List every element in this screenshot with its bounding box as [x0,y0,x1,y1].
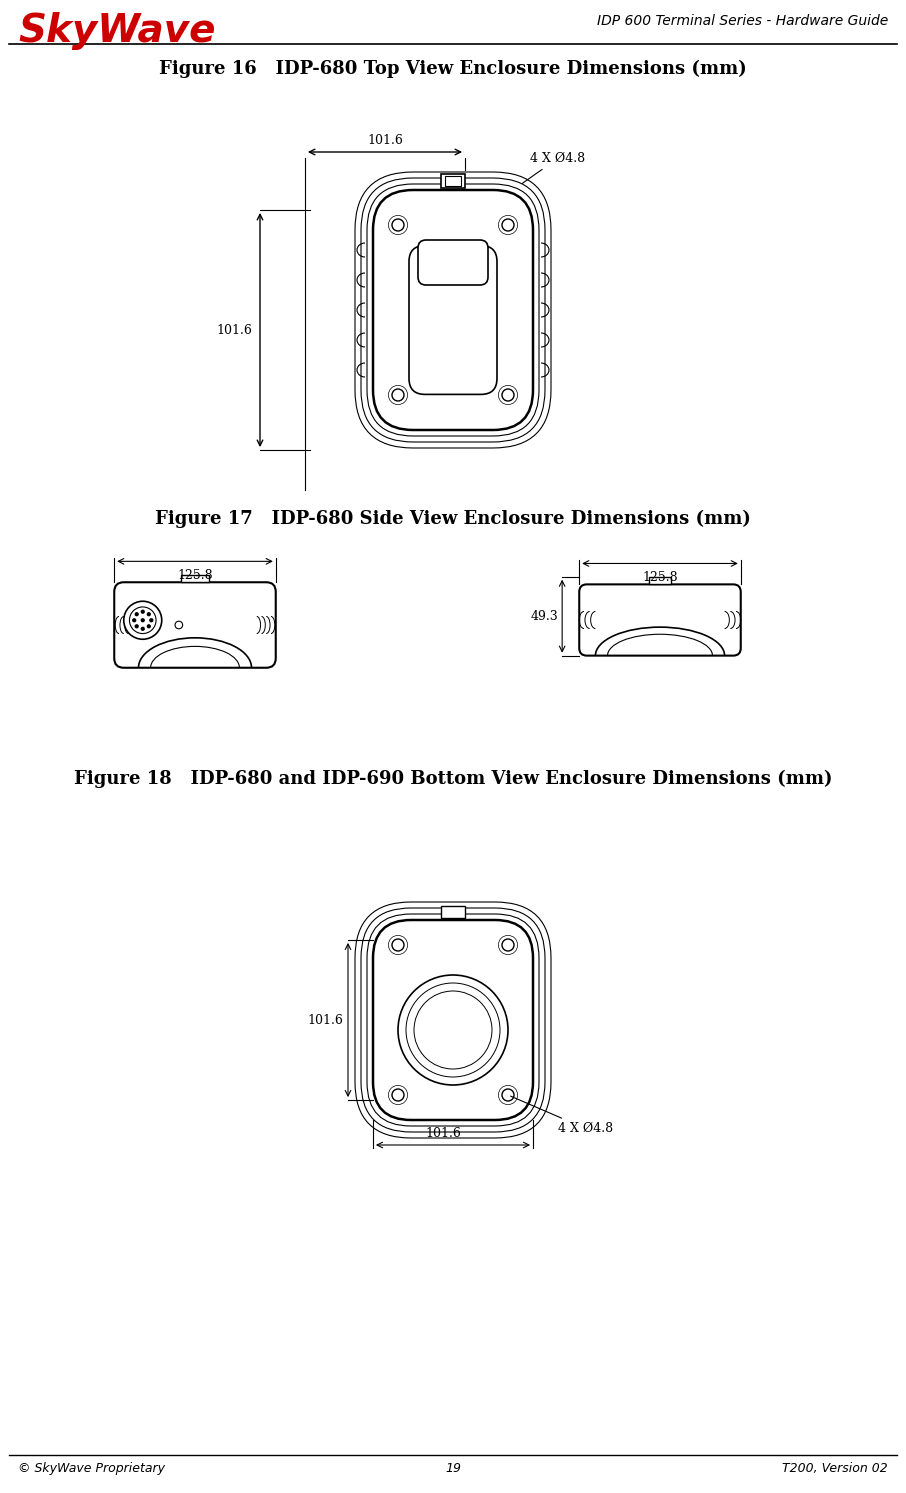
Circle shape [148,612,150,615]
Text: SkyWave: SkyWave [18,12,216,49]
Text: 19: 19 [445,1462,461,1475]
Circle shape [392,939,404,951]
Text: 101.6: 101.6 [307,1014,343,1027]
Text: T200, Version 02: T200, Version 02 [782,1462,888,1475]
Text: 101.6: 101.6 [425,1127,461,1141]
Text: 125.8: 125.8 [642,572,678,584]
FancyBboxPatch shape [367,914,539,1126]
Text: Figure 18   IDP-680 and IDP-690 Bottom View Enclosure Dimensions (mm): Figure 18 IDP-680 and IDP-690 Bottom Vie… [73,770,833,788]
Text: 4 X Ø4.8: 4 X Ø4.8 [511,1096,613,1135]
Text: 125.8: 125.8 [178,569,213,582]
FancyBboxPatch shape [373,190,533,430]
FancyBboxPatch shape [409,246,497,394]
Bar [441,906,465,918]
FancyBboxPatch shape [367,184,539,436]
FancyBboxPatch shape [355,172,551,448]
Circle shape [414,991,492,1069]
FancyBboxPatch shape [355,902,551,1138]
FancyBboxPatch shape [361,908,545,1132]
Bar [445,176,461,187]
Circle shape [135,612,138,615]
Circle shape [392,1088,404,1100]
Text: 101.6: 101.6 [367,134,403,146]
FancyBboxPatch shape [114,582,275,667]
Circle shape [406,982,500,1076]
FancyBboxPatch shape [418,240,488,285]
Bar [181,575,209,582]
Circle shape [149,618,153,621]
Bar [649,576,671,584]
Text: IDP 600 Terminal Series - Hardware Guide: IDP 600 Terminal Series - Hardware Guide [597,13,888,28]
Circle shape [502,1088,514,1100]
Bar [441,175,465,188]
Text: 4 X Ø4.8: 4 X Ø4.8 [522,152,585,184]
Circle shape [124,602,162,639]
Circle shape [141,627,144,630]
Circle shape [135,626,138,627]
Circle shape [175,621,183,629]
FancyBboxPatch shape [361,178,545,442]
Text: © SkyWave Proprietary: © SkyWave Proprietary [18,1462,165,1475]
Circle shape [148,626,150,627]
Circle shape [502,219,514,231]
Text: Figure 16   IDP-680 Top View Enclosure Dimensions (mm): Figure 16 IDP-680 Top View Enclosure Dim… [159,60,747,78]
Circle shape [392,390,404,402]
Text: Figure 17   IDP-680 Side View Enclosure Dimensions (mm): Figure 17 IDP-680 Side View Enclosure Di… [155,511,751,529]
Text: 49.3: 49.3 [530,609,558,623]
Circle shape [392,219,404,231]
Circle shape [502,939,514,951]
Circle shape [133,618,136,621]
Circle shape [398,975,508,1085]
Circle shape [141,618,144,621]
Circle shape [141,611,144,614]
FancyBboxPatch shape [579,584,741,655]
Text: 101.6: 101.6 [217,324,252,336]
FancyBboxPatch shape [373,920,533,1120]
Circle shape [502,390,514,402]
Circle shape [130,608,156,633]
